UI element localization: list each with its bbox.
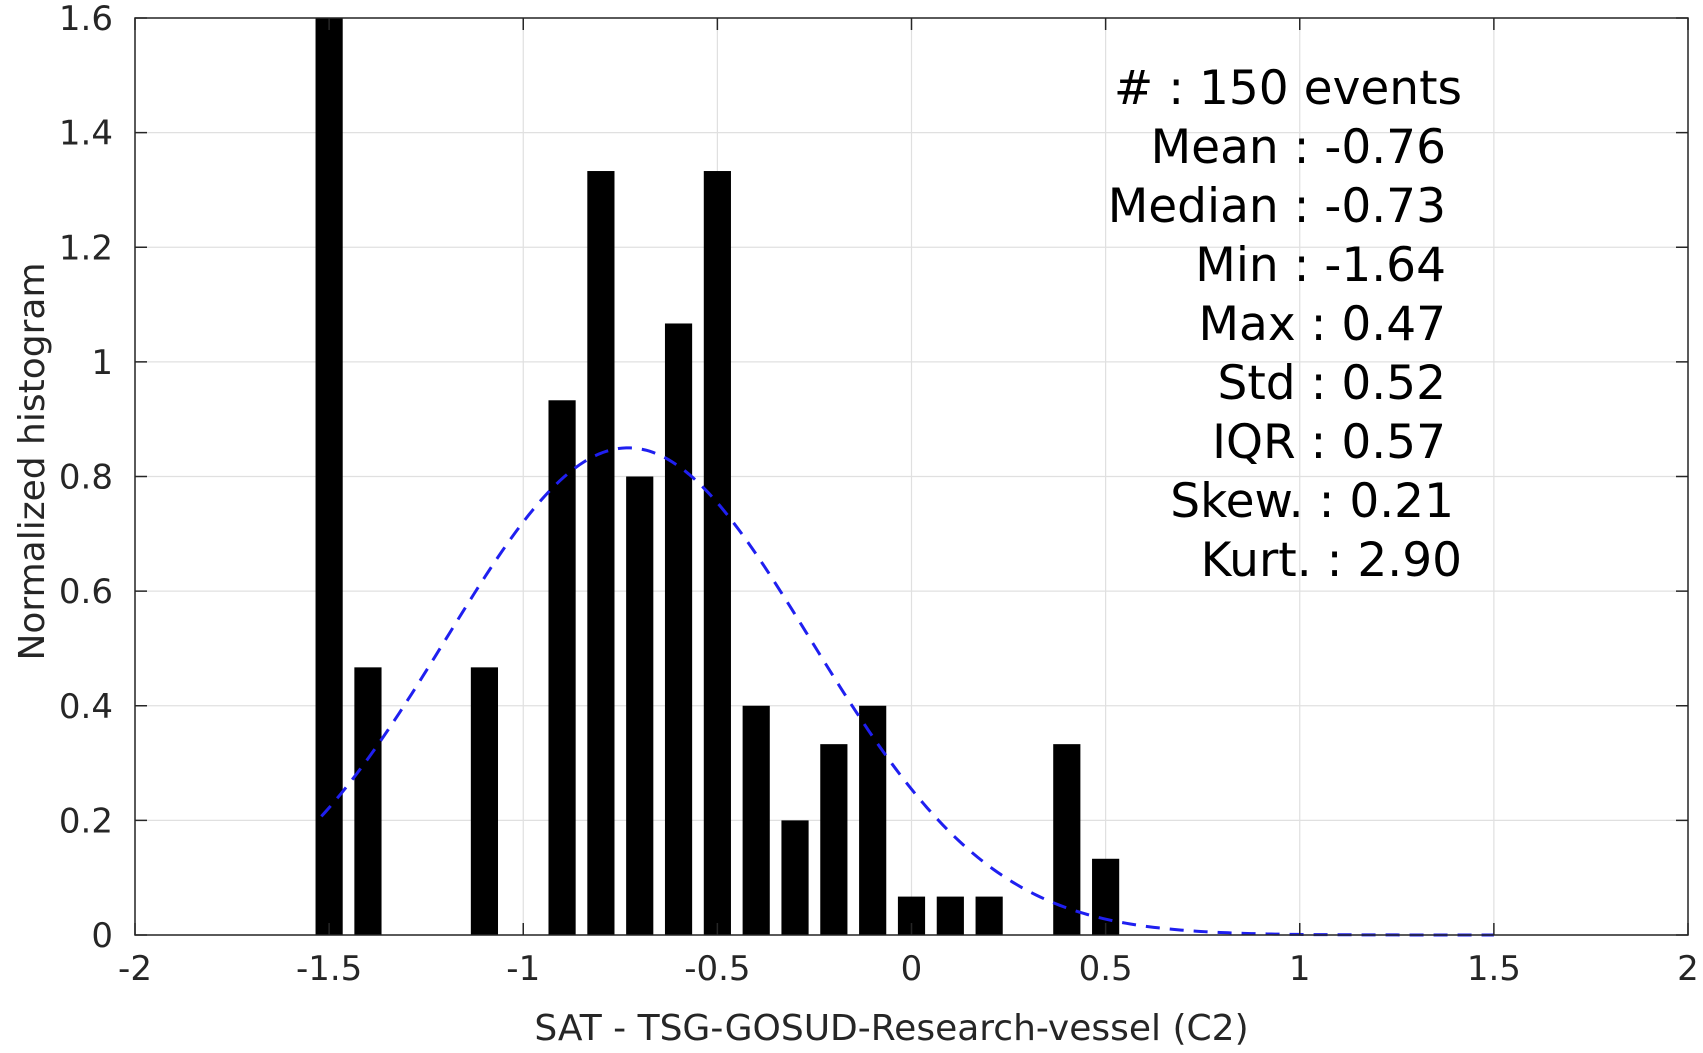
histogram-bar — [859, 705, 887, 935]
histogram-bar — [1092, 858, 1120, 935]
stat-line: Max : 0.47 — [1198, 297, 1446, 352]
y-tick-label: 0.4 — [59, 687, 113, 727]
stat-line: Skew. : 0.21 — [1170, 474, 1454, 529]
stat-line: Mean : -0.76 — [1151, 120, 1446, 175]
stat-line: Median : -0.73 — [1108, 179, 1446, 234]
histogram-bar — [587, 171, 615, 936]
x-tick-label: 1 — [1289, 949, 1311, 989]
histogram-bar — [1053, 744, 1081, 935]
y-tick-label: 0.8 — [59, 458, 113, 498]
histogram-bar — [936, 896, 964, 935]
x-axis-label: SAT - TSG-GOSUD-Research-vessel (C2) — [534, 1008, 1248, 1049]
histogram-bar — [664, 323, 693, 936]
stat-line: Std : 0.52 — [1218, 356, 1446, 411]
y-tick-label: 1.6 — [59, 0, 113, 39]
x-tick-label: 0.5 — [1079, 949, 1133, 989]
x-tick-label: -0.5 — [684, 949, 750, 989]
histogram-bar — [703, 171, 731, 936]
x-tick-label: -1 — [506, 949, 540, 989]
x-tick-label: 1.5 — [1467, 949, 1521, 989]
axis-ticks — [134, 17, 1689, 936]
y-tick-label: 1.4 — [59, 114, 113, 154]
stat-line: Kurt. : 2.90 — [1201, 533, 1462, 588]
histogram-bars — [315, 18, 1120, 936]
y-tick-label: 0 — [91, 916, 113, 956]
histogram-bar — [781, 820, 809, 935]
x-tick-label: 0 — [901, 949, 923, 989]
y-axis-label: Normalized histogram — [12, 262, 53, 660]
stat-line: # : 150 events — [1114, 61, 1462, 116]
y-tick-label: 0.6 — [59, 572, 113, 612]
axis-tick-labels: -2 -1.5 -1 -0.5 0 0.5 1 1.5 2 0 0.2 0.4 0.6 0.8 1 1.2 1.… — [59, 0, 1699, 989]
histogram-bar — [820, 744, 848, 935]
histogram-bar — [548, 400, 576, 935]
histogram-bar — [315, 18, 343, 935]
histogram-bar — [354, 667, 382, 935]
x-tick-label: 2 — [1677, 949, 1699, 989]
x-tick-label: -2 — [118, 949, 152, 989]
stat-line: IQR : 0.57 — [1212, 415, 1446, 470]
histogram-bar — [742, 705, 770, 935]
histogram-bar — [470, 667, 499, 935]
histogram-bar — [975, 896, 1003, 935]
y-tick-label: 1 — [91, 343, 113, 383]
stat-line: Min : -1.64 — [1195, 238, 1446, 293]
x-tick-label: -1.5 — [296, 949, 362, 989]
y-tick-label: 0.2 — [59, 801, 113, 841]
histogram-bar — [626, 476, 654, 935]
y-tick-label: 1.2 — [59, 228, 113, 268]
